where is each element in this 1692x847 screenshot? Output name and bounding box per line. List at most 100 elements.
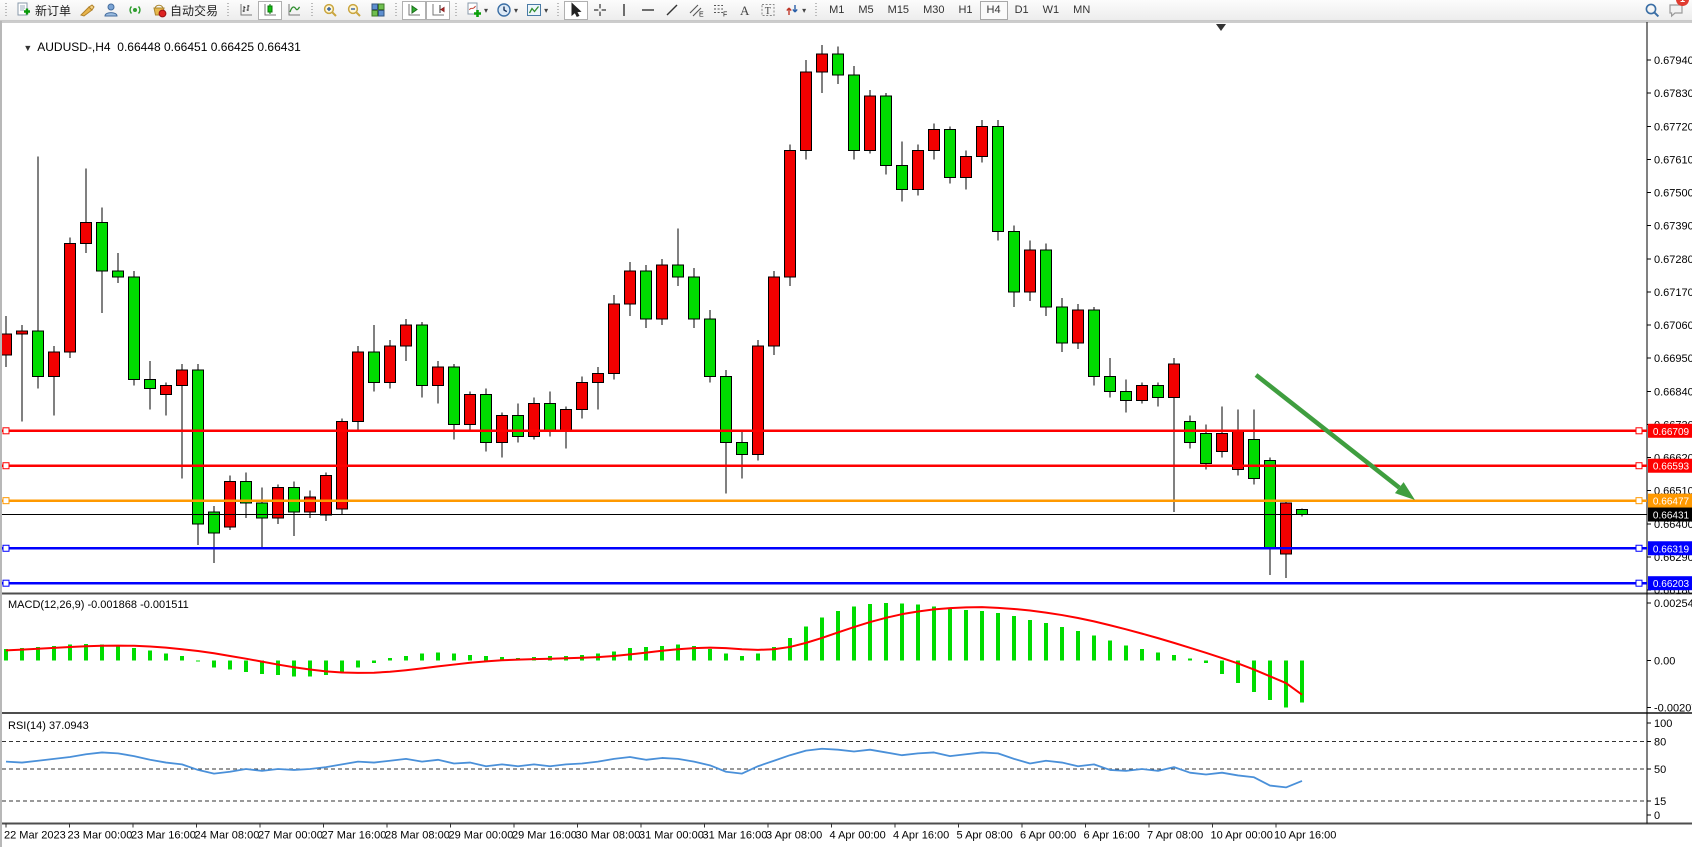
- time-axis-label: 4 Apr 16:00: [893, 830, 949, 842]
- hline-66477[interactable]: 0.66477: [2, 493, 1692, 508]
- candle: [1088, 309, 1100, 377]
- auto-scroll-icon: [406, 2, 422, 18]
- candle: [848, 74, 860, 151]
- text-label-button[interactable]: T: [756, 1, 780, 20]
- text-button[interactable]: A: [732, 1, 756, 20]
- line-chart-button[interactable]: [282, 1, 306, 20]
- zoom-out-icon: [346, 2, 362, 18]
- hline-66593[interactable]: 0.66593: [2, 458, 1692, 473]
- chevron-down-icon[interactable]: ▾: [514, 5, 519, 15]
- candle: [1168, 363, 1180, 398]
- horizontal-line-button[interactable]: [636, 1, 660, 20]
- zoom-out-button[interactable]: [342, 1, 366, 20]
- macd-bar: [116, 645, 120, 661]
- macd-bar: [1268, 660, 1272, 701]
- toolbar: 新订单 自动交易 ▾ ▾ ▾ E F A T ▾ M1 M5 M15 M30 H1 H4 D1 W1 MN 1: [0, 0, 1692, 21]
- timeframe-m5[interactable]: M5: [858, 4, 874, 16]
- new-order-button[interactable]: 新订单: [12, 1, 75, 20]
- line-handle: [1635, 497, 1643, 505]
- timeframe-h4[interactable]: H4: [979, 0, 1008, 20]
- candle: [992, 125, 1004, 233]
- macd-bar: [868, 604, 872, 661]
- candle: [720, 375, 732, 444]
- collapse-caret-icon[interactable]: ▼: [23, 43, 33, 53]
- macd-bar: [916, 604, 920, 661]
- macd-bar: [276, 660, 280, 676]
- candle: [592, 372, 604, 383]
- autotrading-icon: [151, 2, 167, 18]
- trendline-icon: [664, 2, 680, 18]
- vertical-line-button[interactable]: [612, 1, 636, 20]
- toolbar-right: 1: [1640, 0, 1692, 20]
- timeframe-w1[interactable]: W1: [1042, 4, 1060, 16]
- fibonacci-button[interactable]: F: [708, 1, 732, 20]
- cursor-button[interactable]: [564, 0, 589, 20]
- candle: [224, 481, 236, 528]
- candlestick-icon: [262, 2, 278, 18]
- macd-bar: [836, 610, 840, 661]
- macd-bar: [1156, 652, 1160, 661]
- candle: [672, 264, 684, 278]
- styler-button[interactable]: [75, 1, 99, 20]
- line-handle: [2, 462, 10, 470]
- bar-chart-button[interactable]: [234, 1, 258, 20]
- autotrading-button[interactable]: 自动交易: [147, 1, 222, 20]
- tile-windows-button[interactable]: [366, 1, 390, 20]
- timeframe-d1[interactable]: D1: [1014, 4, 1029, 16]
- candle: [1056, 306, 1068, 344]
- periods-button[interactable]: ▾: [492, 1, 522, 20]
- candle: [928, 128, 940, 151]
- timeframe-h1[interactable]: H1: [958, 4, 973, 16]
- chart-shift-button[interactable]: [426, 0, 451, 20]
- time-axis-label: 27 Mar 00:00: [258, 830, 323, 842]
- candle: [64, 243, 76, 353]
- metaeditor-button[interactable]: [99, 1, 123, 20]
- indicators-button[interactable]: ▾: [462, 1, 492, 20]
- candle: [192, 369, 204, 525]
- signals-button[interactable]: [123, 1, 147, 20]
- chart-window[interactable]: 0.67940 0.67830 0.67720 0.67610 0.67500 0.673…: [0, 21, 1692, 847]
- chart-title[interactable]: ▼ AUDUSD-,H4 0.66448 0.66451 0.66425 0.66…: [10, 26, 300, 68]
- macd-bar: [996, 613, 1000, 661]
- chevron-down-icon[interactable]: ▾: [802, 5, 807, 15]
- timeframe-m1[interactable]: M1: [829, 4, 845, 16]
- search-button[interactable]: [1640, 1, 1664, 20]
- hline-66709[interactable]: 0.66709: [2, 423, 1692, 438]
- price-axis-label: 0.66400: [1654, 519, 1692, 531]
- templates-button[interactable]: ▾: [522, 1, 552, 20]
- crosshair-icon: [592, 2, 608, 18]
- chart-shift-marker[interactable]: [1216, 24, 1226, 31]
- trendline-button[interactable]: [660, 1, 684, 20]
- trend-arrow[interactable]: [1254, 373, 1415, 500]
- price-axis-label: 0.67720: [1654, 121, 1692, 133]
- chat-button[interactable]: 1: [1664, 0, 1689, 20]
- candle: [1264, 460, 1276, 549]
- auto-scroll-button[interactable]: [402, 0, 427, 20]
- chevron-down-icon[interactable]: ▾: [544, 5, 549, 15]
- candlestick-button[interactable]: [258, 0, 283, 20]
- time-axis-label: 23 Mar 00:00: [68, 830, 133, 842]
- rsi-axis-label: 0: [1654, 810, 1660, 822]
- autotrading-button-label: 自动交易: [170, 3, 219, 18]
- timeframe-mn[interactable]: MN: [1073, 4, 1091, 16]
- arrows-button[interactable]: ▾: [780, 1, 810, 20]
- crosshair-button[interactable]: [588, 1, 612, 20]
- macd-bar: [36, 646, 40, 661]
- timeframe-m15[interactable]: M15: [887, 4, 910, 16]
- candle: [896, 164, 908, 191]
- chevron-down-icon[interactable]: ▾: [484, 5, 489, 15]
- macd-signal-line: [5, 606, 1303, 696]
- zoom-in-button[interactable]: [318, 1, 342, 20]
- chart-canvas[interactable]: 0.67940 0.67830 0.67720 0.67610 0.67500 0.673…: [2, 21, 1692, 847]
- candle: [1040, 249, 1052, 308]
- timeframe-m30[interactable]: M30: [923, 4, 945, 16]
- time-axis-label: 23 Mar 16:00: [131, 830, 196, 842]
- hline-66203[interactable]: 0.66203: [2, 576, 1692, 591]
- macd-bar: [724, 653, 728, 661]
- equidistant-channel-button[interactable]: E: [684, 1, 708, 20]
- hline-66319[interactable]: 0.66319: [2, 541, 1692, 556]
- time-axis-label: 3 Apr 08:00: [766, 830, 822, 842]
- crayon-icon: [79, 2, 95, 18]
- candle: [2, 333, 12, 356]
- macd-bar: [1060, 627, 1064, 661]
